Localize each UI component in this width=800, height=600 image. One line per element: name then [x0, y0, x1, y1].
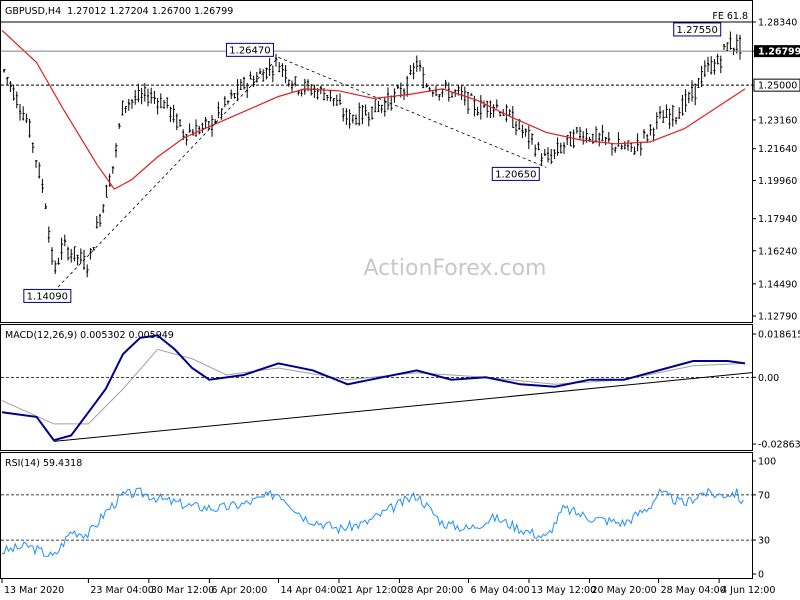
y-axis-group: 1.28340 1.26799 1.25000 1.23160 1.21640 1.199…: [752, 18, 800, 581]
rsi-line: [1, 487, 744, 557]
macd-trendline: [53, 372, 753, 442]
price-header: GBPUSD,H4 1.27012 1.27204 1.26700 1.26799: [5, 6, 233, 17]
fe-label: FE 61.8: [712, 11, 748, 22]
rsi-panel: [0, 452, 753, 579]
annotation-label: 1.20650: [495, 169, 536, 180]
macd-panel: [0, 324, 753, 451]
x-tick-label: 28 Apr 20:00: [401, 585, 463, 596]
price-y-tick-label: 1.16240: [758, 246, 797, 257]
rsi-series-group: [1, 487, 752, 557]
moving-average-line: [1, 29, 746, 190]
rsi-y-tick-label: 100: [758, 457, 776, 468]
rsi-y-tick-label: 0: [758, 570, 764, 581]
price-candles: [3, 31, 742, 278]
x-tick-label: 23 Mar 04:00: [90, 585, 153, 596]
price-y-tick-label: 1.21640: [758, 144, 797, 155]
x-tick-label: 20 May 20:00: [591, 585, 656, 596]
macd-main-line: [1, 334, 746, 442]
level-label: 1.25000: [758, 81, 797, 92]
annotation-box: [23, 288, 72, 303]
annotation-box: [673, 22, 722, 37]
current-price-label: 1.26799: [758, 47, 800, 58]
annotation-box: [225, 42, 274, 57]
rsi-y-tick-label: 70: [758, 490, 770, 501]
watermark: ActionForex.com: [364, 256, 547, 281]
macd-y-tick-label: 0.018615: [758, 330, 800, 341]
price-series-group: FE 61.8 1.14090 1.26470 1.20650 1.27550: [1, 11, 752, 303]
current-price-box: [754, 45, 800, 58]
trendline: [53, 57, 279, 292]
price-y-tick-label: 1.19960: [758, 176, 797, 187]
price-y-tick-label: 1.23160: [758, 115, 797, 126]
level-box: [753, 78, 800, 92]
price-panel: [0, 0, 753, 323]
price-y-tick-label: 1.14490: [758, 279, 797, 290]
rsi-header: RSI(14) 59.4318: [5, 458, 82, 469]
x-tick-label: 30 Mar 12:00: [151, 585, 214, 596]
x-tick-label: 6 May 04:00: [471, 585, 530, 596]
price-y-tick-label: 1.17940: [758, 214, 797, 225]
price-y-tick-label: 1.12790: [758, 312, 797, 323]
macd-series-group: [1, 334, 753, 442]
annotation-label: 1.14090: [27, 291, 68, 302]
x-tick-label: 13 May 12:00: [531, 585, 596, 596]
x-tick-label: 21 Apr 12:00: [341, 585, 403, 596]
annotation-label: 1.27550: [677, 25, 718, 36]
macd-signal-line: [1, 348, 746, 425]
x-tick-label: 13 Mar 2020: [4, 585, 64, 596]
annotation-box: [491, 166, 540, 181]
trendline: [278, 56, 547, 168]
rsi-y-tick-label: 30: [758, 536, 770, 547]
annotation-label: 1.26470: [229, 45, 270, 56]
x-tick-label: 28 May 04:00: [661, 585, 726, 596]
x-tick-label: 4 Jun 12:00: [721, 585, 775, 596]
price-y-tick-label: 1.28340: [758, 18, 797, 29]
macd-header: MACD(12,26,9) 0.005302 0.005949: [5, 330, 174, 341]
x-tick-label: 6 Apr 20:00: [211, 585, 267, 596]
x-tick-label: 14 Apr 04:00: [280, 585, 342, 596]
macd-y-tick-label: 0.00: [758, 373, 779, 384]
